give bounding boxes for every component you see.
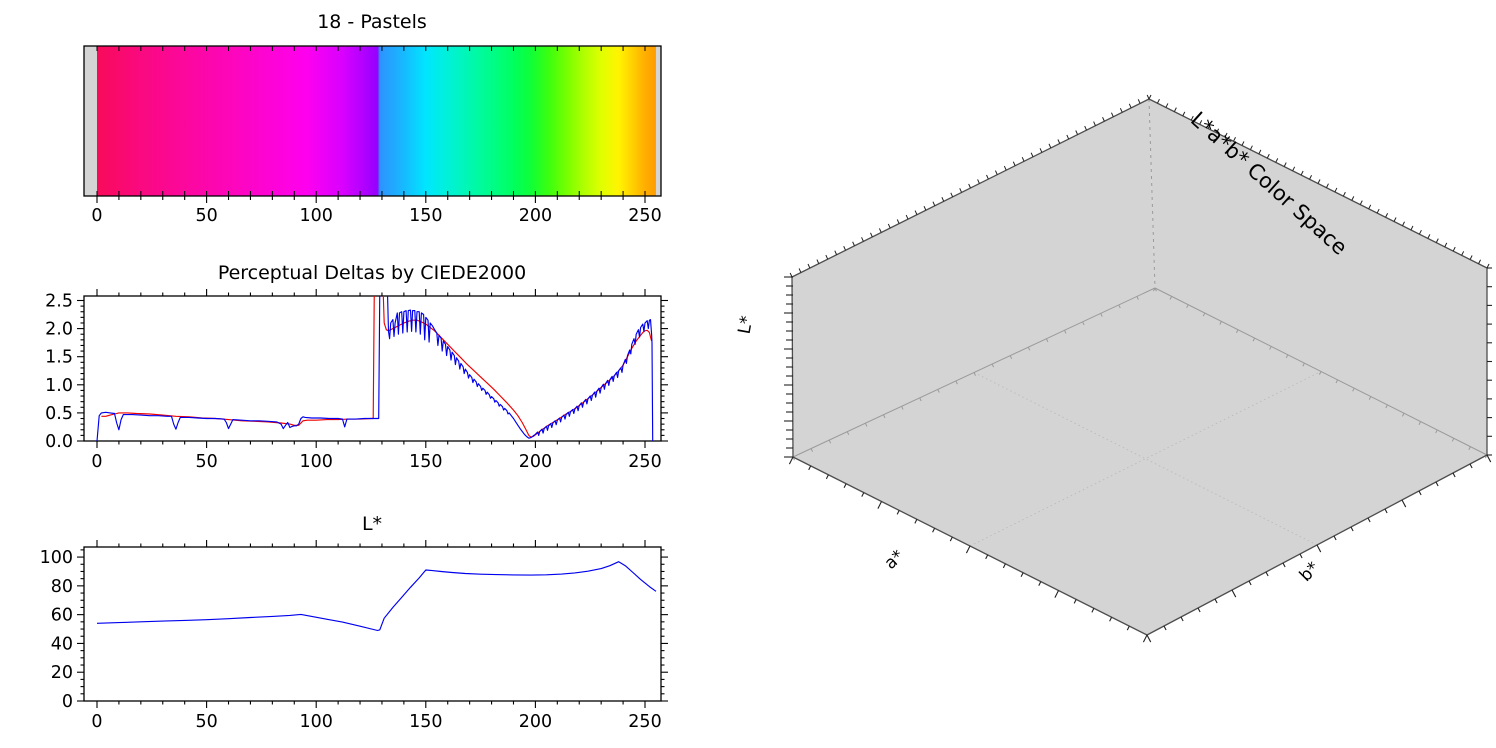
svg-text:80: 80: [51, 577, 73, 597]
svg-text:50: 50: [195, 206, 217, 226]
svg-text:20: 20: [51, 663, 73, 683]
colorbar-title: 18 - Pastels: [317, 11, 427, 33]
svg-text:100: 100: [299, 712, 332, 732]
lstar-title: L*: [361, 513, 383, 535]
svg-text:250: 250: [628, 452, 661, 472]
svg-text:0: 0: [91, 452, 102, 472]
svg-text:100: 100: [40, 548, 73, 568]
svg-text:150: 150: [409, 206, 442, 226]
a-axis-label: a*: [880, 546, 909, 574]
svg-text:60: 60: [51, 606, 73, 626]
svg-text:2.0: 2.0: [45, 320, 73, 340]
svg-text:200: 200: [519, 206, 552, 226]
colorbar-plot: 0 50 100 150 200 250: [83, 45, 662, 226]
svg-text:150: 150: [409, 452, 442, 472]
svg-text:250: 250: [628, 206, 661, 226]
deltas-title: Perceptual Deltas by CIEDE2000: [217, 262, 527, 284]
svg-text:250: 250: [628, 712, 661, 732]
svg-text:150: 150: [409, 712, 442, 732]
svg-de-plot: 0 50 100 150 200 250 0.0 0.5 1.0 1.5 2.0 2.5: [45, 289, 668, 472]
svg-text:50: 50: [195, 452, 217, 472]
svg-text:2.5: 2.5: [45, 291, 73, 311]
svg-text:200: 200: [519, 452, 552, 472]
svg-text:50: 50: [195, 712, 217, 732]
svg-text:0: 0: [62, 692, 73, 712]
svg-text:200: 200: [519, 712, 552, 732]
svg-text:100: 100: [299, 452, 332, 472]
svg-text:0: 0: [91, 712, 102, 732]
svg-text:100: 100: [299, 206, 332, 226]
lstar-axis-label: L*: [734, 314, 758, 336]
lab3d-title: L*a*b* Color Space: [1185, 107, 1352, 260]
svg-text:0.5: 0.5: [45, 404, 73, 424]
svg-text:0: 0: [91, 206, 102, 226]
svg-text:0.0: 0.0: [45, 432, 73, 452]
svg-text:1.5: 1.5: [45, 348, 73, 368]
svg-text:40: 40: [51, 634, 73, 654]
svg-ls-plot: 0 50 100 150 200 250 0 20 40 60 80 100: [40, 540, 668, 732]
svg-text:1.0: 1.0: [45, 376, 73, 396]
b-axis-label: b*: [1295, 558, 1324, 586]
